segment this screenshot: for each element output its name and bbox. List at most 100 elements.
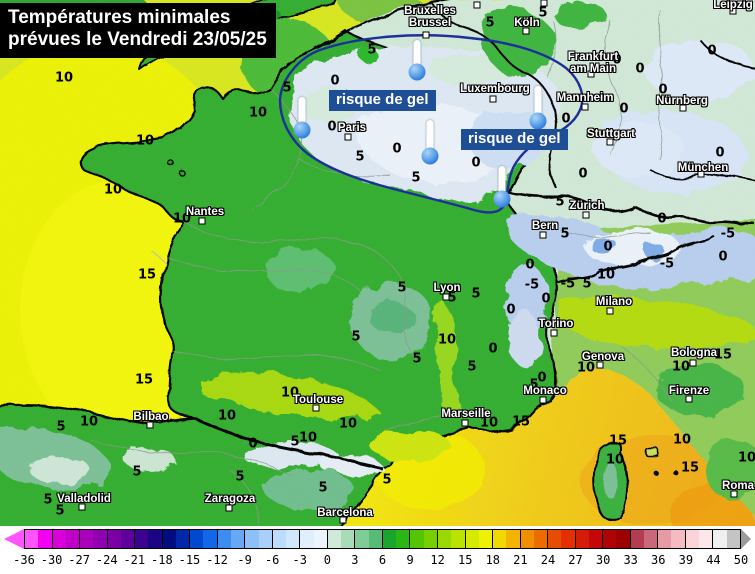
contour-value-label: -5 [659, 256, 675, 272]
colorbar-tick-label: -3 [292, 553, 307, 567]
city-label: Stuttgart [587, 128, 635, 140]
thermometer-icon [534, 86, 542, 117]
contour-value-label: 5 [485, 15, 495, 31]
city-label-line: Zaragoza [204, 493, 256, 505]
colorbar-segment [561, 530, 575, 548]
colorbar-interval [465, 530, 494, 548]
contour-value-label: 10 [280, 385, 300, 401]
colorbar-segment [175, 530, 190, 548]
city-label-line: Bilbao [133, 411, 169, 423]
contour-value-label: 0 [718, 249, 728, 265]
city-marker [540, 0, 548, 7]
city-label: Bern [532, 220, 558, 232]
contour-value-label: 5 [560, 226, 570, 242]
colorbar-interval [713, 530, 740, 548]
city-label-line: Luxembourg [460, 83, 530, 95]
colorbar-interval [272, 530, 301, 548]
contour-value-label: 15 [608, 433, 628, 449]
colorbar-segment [699, 530, 713, 548]
map-title-line2: prévues le Vendredi 23/05/25 [8, 29, 267, 51]
colorbar-segment [107, 530, 121, 548]
colorbar-tick-label: 15 [457, 553, 473, 567]
frost-risk-outline [278, 34, 584, 214]
city-marker [339, 516, 347, 524]
contour-value-label: 0 [488, 341, 498, 357]
colorbar-segment [162, 530, 176, 548]
city-marker [689, 359, 697, 367]
city-label: Torino [539, 318, 574, 330]
colorbar-interval [520, 530, 549, 548]
contour-value-label: 5 [43, 492, 53, 508]
contour-value-label: 10 [737, 450, 755, 466]
colorbar-segment [478, 530, 493, 548]
contour-value-label: 10 [79, 414, 99, 430]
colorbar-segment [93, 530, 107, 548]
contour-value-label: 10 [605, 452, 625, 468]
city-label: Marseille [441, 408, 490, 420]
city-marker [685, 395, 693, 403]
colorbar-segment [203, 530, 217, 548]
contour-value-label: 0 [561, 111, 571, 127]
city-marker [587, 70, 595, 78]
contour-value-label: 5 [397, 280, 407, 296]
colorbar-segment [355, 530, 369, 548]
city-label-line: Nantes [185, 206, 225, 218]
colorbar-segment [658, 530, 672, 548]
city-label-line: Valladolid [57, 493, 111, 505]
colorbar-segment [465, 530, 479, 548]
city-marker [461, 419, 469, 427]
city-label-line: Bologna [671, 347, 717, 359]
city-label-line: am Main [569, 63, 617, 75]
city-label: München [678, 162, 728, 174]
colorbar-segment [341, 530, 355, 548]
contour-value-label: 15 [134, 372, 154, 388]
city-marker [146, 421, 154, 429]
city-label-line: Roma [722, 480, 754, 492]
city-marker [679, 104, 687, 112]
city-label: Nürnberg [656, 95, 708, 107]
contour-value-label: 0 [392, 141, 402, 157]
contour-value-label: 10 [103, 182, 123, 198]
contour-value-label: 0 [327, 119, 337, 135]
city-label: Paris [338, 122, 366, 134]
colorbar-segment [286, 530, 300, 548]
colorbar-tick-label: 21 [513, 553, 528, 567]
frost-risk-label: risque de gel [329, 90, 436, 111]
map-graphic [0, 0, 755, 526]
city-marker [697, 170, 705, 178]
city-marker [344, 133, 352, 141]
contour-value-label: 0 [715, 145, 725, 161]
colorbar-segment [190, 530, 204, 548]
colorbar-tick-label: 33 [623, 553, 638, 567]
contour-value-label: 5 [582, 276, 592, 292]
colorbar-tick-label: 30 [595, 553, 611, 567]
colorbar-segment [80, 530, 94, 548]
colorbar-segment [410, 530, 424, 548]
temperature-map: 10 10 10 10 10 15 15 5 10 5 0 5 5 5 0 0 0 0 0 5 5 0 0 0 0 0 0 5 5 5 5 5… [0, 0, 755, 526]
city-label-line: Mannheim [556, 92, 614, 104]
contour-value-label: 5 [235, 469, 245, 485]
contour-value-label: -5 [560, 276, 576, 292]
contour-value-label: 5 [411, 170, 421, 186]
colorbar-tick-label: 24 [540, 553, 556, 567]
contour-value-label: 10 [338, 416, 358, 432]
contour-value-label: 0 [330, 73, 340, 89]
contour-value-label: 10 [576, 360, 596, 376]
contour-value-label: 5 [290, 434, 300, 450]
city-label: Barcelona [317, 507, 373, 519]
colorbar-interval [437, 530, 466, 548]
contour-value-label: 5 [367, 42, 377, 58]
contour-value-label: 10 [135, 133, 155, 149]
colorbar-tick-label: 39 [678, 553, 694, 567]
colorbar-interval [327, 530, 356, 548]
colorbar-interval [410, 530, 438, 548]
colorbar-segment [245, 530, 259, 548]
colorbar-segment [258, 530, 272, 548]
contour-value-label: 0 [537, 370, 547, 386]
colorbar-segment [38, 530, 52, 548]
city-label-line: Brussel [408, 17, 452, 29]
colorbar-interval [685, 530, 714, 548]
map-title: Températures minimales prévues le Vendre… [0, 3, 276, 58]
colorbar-tick-label: 18 [485, 553, 501, 567]
